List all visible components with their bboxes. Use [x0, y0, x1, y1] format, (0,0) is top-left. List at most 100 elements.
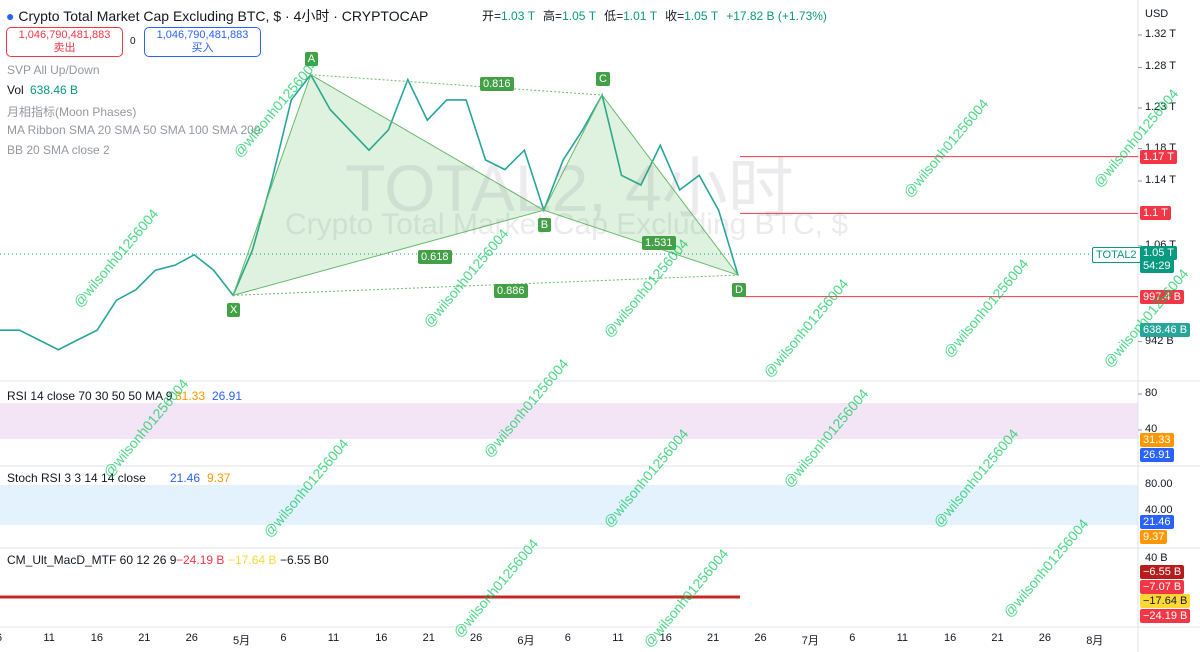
stoch-band: [0, 485, 1138, 525]
pattern-ratio: 0.618: [418, 250, 452, 264]
pattern-bcd: [543, 94, 740, 277]
pattern-ratio: 1.531: [642, 236, 676, 250]
date-tick-label: 6: [849, 632, 856, 644]
legend-name: MA Ribbon SMA 20 SMA 50 SMA 100 SMA 200: [7, 123, 261, 137]
change: +17.82 B (+1.73%): [726, 9, 827, 23]
pane-value: 21.46: [170, 471, 201, 485]
date-tick-label: 6: [280, 632, 287, 644]
date-tick-label: 26: [1038, 632, 1052, 644]
macd-value: −17.64 B: [228, 553, 277, 567]
ohlc-value: 1.03 T: [501, 9, 536, 23]
date-tick-label: 11: [43, 632, 55, 644]
date-tick-label: 21: [138, 632, 151, 644]
rsi-tick-label: 80: [1145, 387, 1158, 399]
date-tick-label: 16: [659, 632, 672, 644]
ohlc: 开=1.03 T 高=1.05 T 低=1.01 T 收=1.05 T +17.82 B…: [482, 7, 827, 24]
ohlc-label: 收=: [665, 9, 685, 23]
pane-value: 31.33: [175, 389, 206, 403]
currency[interactable]: USD: [1145, 8, 1169, 20]
legend-name: Vol: [7, 83, 24, 97]
ohlc-label: 开=: [482, 9, 502, 23]
spread: 0: [130, 36, 136, 47]
macd-value: −24.19 B: [176, 553, 225, 567]
date-tick-label: 26: [470, 632, 483, 644]
date-tick-label: 11: [327, 632, 340, 644]
macd-badge: −7.07 B: [1140, 579, 1185, 594]
rsi-band: [0, 403, 1138, 439]
buy-price: 1,046,790,481,883: [156, 29, 249, 41]
sell-price: 1,046,790,481,883: [18, 29, 111, 41]
price-line-label: 1.1 T: [1140, 206, 1171, 221]
date-tick-label: 16: [90, 632, 104, 644]
pane-value: 9.37: [207, 471, 231, 485]
price-tick-label: 1.23 T: [1145, 100, 1176, 113]
countdown: 54:29: [1140, 258, 1174, 273]
stoch-badge: 9.37: [1140, 530, 1168, 544]
date-tick-label: 26: [185, 632, 198, 644]
pattern-xd: [233, 274, 739, 296]
pane-title: RSI 14 close 70 30 50 50 MA 9: [7, 389, 173, 403]
current-symbol: TOTAL2: [1092, 246, 1141, 263]
price-tick-label: 1.32 T: [1145, 28, 1176, 40]
date-tick-label: 16: [944, 632, 957, 644]
price-line-label: 1.17 T: [1140, 149, 1177, 164]
pattern-ratio: 0.816: [480, 77, 514, 91]
legend-name: 月相指标(Moon Phases): [7, 105, 137, 119]
price-tick-label: 942 B: [1145, 334, 1174, 347]
macd-badge: −24.19 B: [1140, 608, 1191, 623]
sell-label: 卖出: [53, 42, 76, 54]
stoch-badge: 21.46: [1140, 515, 1174, 529]
legend-value: 638.46 B: [30, 83, 79, 97]
macd-value: −6.55 B: [280, 553, 322, 567]
pattern-point: X: [227, 303, 241, 318]
macd-title: CM_Ult_MacD_MTF 60 12 26 9: [7, 553, 177, 567]
date-tick-label: 6: [0, 632, 2, 644]
legend-name: SVP All Up/Down: [7, 63, 100, 77]
symbol-title[interactable]: ● Crypto Total Market Cap Excluding BTC,…: [6, 8, 429, 24]
date-tick-label: 21: [422, 632, 435, 644]
price-line-label: 997.4 B: [1140, 289, 1184, 304]
price-line-series: [0, 73, 739, 351]
ohlc-label: 高=: [543, 9, 563, 23]
macd-zero-label: 0: [322, 553, 329, 567]
rsi-badge: 26.91: [1140, 448, 1174, 462]
volume-label: 638.46 B: [1140, 323, 1191, 337]
date-tick-label: 26: [754, 632, 767, 644]
legend-name: BB 20 SMA close 2: [7, 143, 110, 157]
ohlc-value: 1.01 T: [623, 9, 658, 23]
rsi-tick-label: 40: [1145, 423, 1158, 435]
date-tick-label: 6月: [517, 635, 535, 647]
pattern-point: D: [732, 283, 746, 298]
pane-title: Stoch RSI 3 3 14 14 close: [7, 471, 146, 485]
date-tick-label: 21: [707, 632, 720, 644]
ohlc-value: 1.05 T: [684, 9, 719, 23]
date-tick-label: 16: [375, 632, 388, 644]
price-tick-label: 1.14 T: [1145, 173, 1176, 186]
pattern-point: A: [304, 51, 319, 66]
price-tick-label: 1.28 T: [1145, 60, 1176, 73]
watermark-symbol: TOTAL2, 4小时: [345, 151, 794, 225]
macd-badge: −6.55 B: [1140, 565, 1185, 579]
date-tick-label: 6: [564, 632, 571, 644]
date-tick-label: 11: [612, 632, 624, 644]
watermark-name: Crypto Total Market Cap Excluding BTC, $: [285, 208, 849, 241]
rsi-badge: 31.33: [1140, 433, 1174, 447]
buy-label: 买入: [191, 42, 214, 54]
sell-button[interactable]: 1,046,790,481,883 卖出: [6, 27, 123, 57]
pattern-point: B: [537, 218, 552, 233]
ohlc-value: 1.05 T: [562, 9, 597, 23]
title: Crypto Total Market Cap Excluding BTC, $…: [18, 8, 429, 24]
date-tick-label: 7月: [801, 635, 819, 647]
date-tick-label: 21: [991, 632, 1004, 644]
pattern-point: C: [596, 72, 610, 86]
macd-badge: −17.64 B: [1140, 594, 1191, 608]
macd-tick-label: 40 B: [1145, 552, 1168, 564]
pattern-ac: [310, 74, 603, 96]
date-tick-label: 8月: [1086, 635, 1104, 647]
buy-button[interactable]: 1,046,790,481,883 买入: [144, 27, 261, 57]
stoch-tick-label: 80.00: [1145, 478, 1173, 490]
stoch-tick-label: 40.00: [1145, 504, 1173, 516]
pattern-ratio: 0.886: [494, 284, 528, 298]
